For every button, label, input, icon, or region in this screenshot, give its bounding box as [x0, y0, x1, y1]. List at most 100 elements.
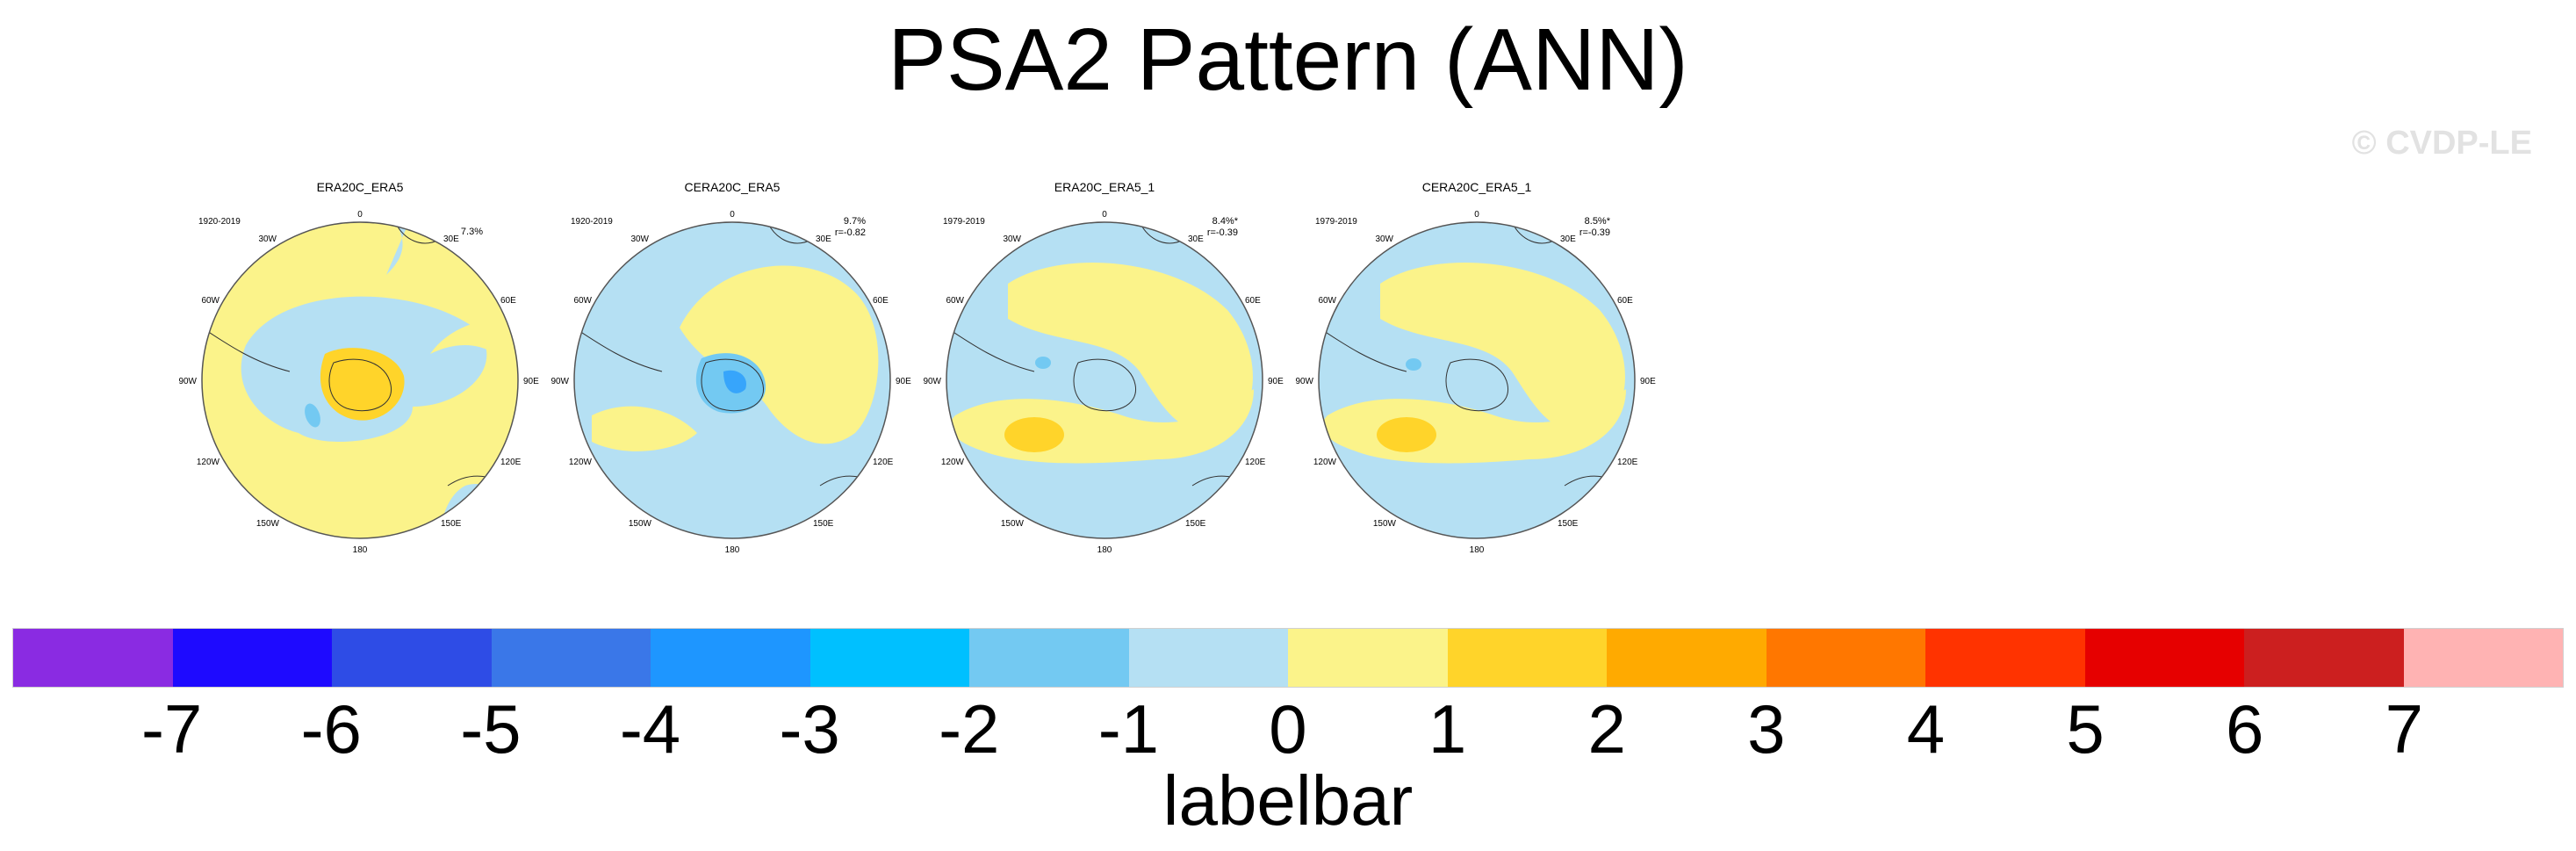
lon-label: 0 — [730, 210, 735, 220]
panel-period: 1920-2019 — [571, 217, 613, 227]
lon-label: 150E — [441, 519, 462, 529]
labelbar-swatch — [1925, 629, 2085, 687]
labelbar-title: labelbar — [1162, 761, 1414, 840]
positive-anomaly-region — [592, 406, 697, 451]
antarctica-coastline — [328, 358, 392, 412]
lon-label: 90W — [178, 377, 197, 386]
positive-anomaly-core — [1377, 417, 1436, 452]
panel-stat-2: r=-0.39 — [1207, 227, 1238, 238]
lon-label: 120W — [1313, 458, 1337, 467]
lon-label: 60W — [1318, 296, 1336, 306]
lon-label: 90E — [1640, 377, 1656, 386]
lon-label: 30E — [816, 234, 831, 244]
map-panel-2: CERA20C_ERA5 1920-2019 9.7% r=-0.82 0 30… — [550, 180, 925, 558]
lon-label: 0 — [1102, 210, 1107, 220]
labelbar-tick-label: 7 — [2385, 690, 2424, 768]
labelbar-tick-label: -3 — [779, 690, 840, 768]
panel-period: 1979-2019 — [943, 217, 985, 227]
labelbar-swatch — [2244, 629, 2404, 687]
lon-label: 30W — [258, 234, 277, 244]
lon-label: 120W — [941, 458, 965, 467]
labelbar-swatch — [809, 629, 969, 687]
lon-label: 90W — [1295, 377, 1313, 386]
lon-label: 150W — [1001, 519, 1025, 529]
lon-label: 90E — [523, 377, 539, 386]
labelbar-swatch — [2403, 629, 2563, 687]
labelbar-tick-label: 2 — [1587, 690, 1626, 768]
negative-anomaly-core — [305, 403, 320, 428]
lon-label: 30E — [443, 234, 459, 244]
negative-anomaly-core — [1035, 357, 1051, 369]
labelbar-tick-label: -7 — [140, 690, 203, 768]
lon-label: 150E — [1558, 519, 1579, 529]
lon-label: 120E — [1617, 458, 1638, 467]
labelbar-tick-label: 3 — [1747, 690, 1786, 768]
labelbar-swatch — [491, 629, 651, 687]
lon-label: 30E — [1188, 234, 1204, 244]
lon-label: 150E — [813, 519, 834, 529]
panel-stat-1: 7.3% — [461, 227, 483, 237]
antarctica-coastline — [1073, 358, 1136, 412]
map-panel-1: ERA20C_ERA5 1920-2019 7.3% 0 30E 60E — [178, 180, 553, 558]
positive-anomaly-core — [1004, 417, 1064, 452]
panel-period: 1920-2019 — [198, 217, 241, 227]
polar-map: CERA20C_ERA5_1 1979-2019 8.5%* r=-0.39 0… — [1295, 180, 1656, 555]
coastline — [946, 327, 1035, 372]
lon-label: 60E — [500, 296, 516, 306]
labelbar-swatch — [2084, 629, 2244, 687]
coastline — [202, 327, 291, 372]
panel-stat-2: r=-0.82 — [835, 227, 866, 238]
labelbar-tick-label: -1 — [1097, 690, 1160, 768]
lon-label: 60E — [1245, 296, 1261, 306]
positive-anomaly-core — [320, 348, 405, 421]
panel-stat-1: 9.7% — [844, 216, 866, 227]
panel-title: ERA20C_ERA5 — [317, 180, 404, 194]
panel-stat-2: r=-0.39 — [1579, 227, 1610, 238]
lon-label: 60W — [573, 296, 592, 306]
lon-label: 150W — [256, 519, 280, 529]
positive-anomaly-region — [1008, 263, 1253, 433]
antarctica-coastline — [701, 358, 764, 412]
lon-label: 180 — [353, 545, 368, 555]
panel-title: CERA20C_ERA5_1 — [1422, 180, 1532, 194]
positive-anomaly-region — [680, 265, 879, 444]
coastline — [574, 327, 663, 372]
lon-label: 30W — [630, 234, 649, 244]
lon-label: 90W — [550, 377, 569, 386]
positive-anomaly-region — [430, 320, 518, 380]
negative-anomaly-core — [723, 370, 746, 393]
antarctica-coastline — [1445, 358, 1508, 412]
lon-label: 120E — [500, 458, 522, 467]
panel-stat-1: 8.5%* — [1585, 216, 1611, 227]
labelbar-swatch — [332, 629, 492, 687]
lon-label: 150W — [1373, 519, 1397, 529]
lon-label: 120E — [1245, 458, 1266, 467]
map-boundary — [201, 221, 519, 539]
labelbar-swatch — [1128, 629, 1288, 687]
lon-label: 60W — [946, 296, 964, 306]
labelbar-tick-label: -6 — [300, 690, 362, 768]
labelbar-swatch — [651, 629, 810, 687]
labelbar-tick-label: 5 — [2066, 690, 2105, 768]
labelbar-swatch — [1447, 629, 1607, 687]
map-panel-4: CERA20C_ERA5_1 1979-2019 8.5%* r=-0.39 0… — [1295, 180, 1670, 558]
lon-label: 120W — [569, 458, 593, 467]
lon-label: 150W — [629, 519, 652, 529]
panel-title: ERA20C_ERA5_1 — [1054, 180, 1155, 194]
lon-label: 0 — [357, 210, 363, 220]
negative-anomaly-core — [1406, 358, 1421, 371]
page-title: PSA2 Pattern (ANN) — [888, 11, 1688, 109]
polar-map: ERA20C_ERA5_1 1979-2019 8.4%* r=-0.39 0 … — [923, 180, 1284, 555]
labelbar-tick-label: -5 — [460, 690, 522, 768]
map-boundary — [573, 221, 891, 539]
labelbar-ticks: -7 -6 -5 -4 -3 -2 -1 0 1 2 3 4 5 6 7 — [12, 694, 2564, 764]
lon-label: 60E — [1617, 296, 1633, 306]
lon-label: 180 — [1097, 545, 1112, 555]
panel-title: CERA20C_ERA5 — [685, 180, 781, 194]
lon-label: 150E — [1185, 519, 1206, 529]
panel-period: 1979-2019 — [1315, 217, 1357, 227]
map-boundary — [1318, 221, 1636, 539]
labelbar-swatch — [1607, 629, 1767, 687]
labelbar-swatch — [1766, 629, 1925, 687]
lon-label: 0 — [1474, 210, 1479, 220]
